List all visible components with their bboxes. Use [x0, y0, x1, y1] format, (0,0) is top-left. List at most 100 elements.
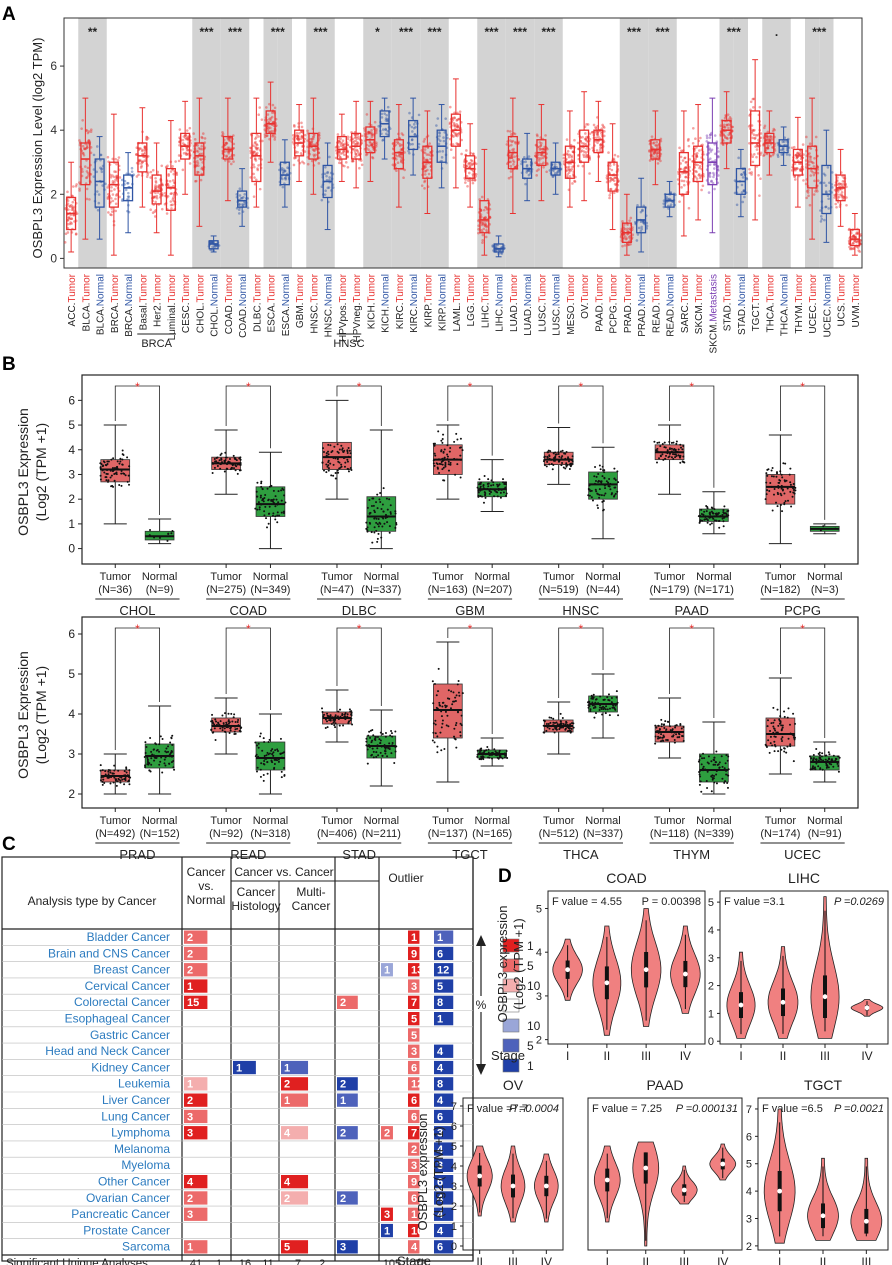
y-tick-label: 0 — [50, 251, 57, 265]
data-point — [377, 754, 380, 757]
data-point — [749, 100, 753, 104]
box — [251, 132, 262, 183]
data-point — [789, 467, 792, 470]
data-point — [568, 167, 571, 171]
x-tick-name: HPVneg. — [352, 303, 363, 343]
data-point — [691, 127, 695, 130]
data-point — [231, 720, 234, 723]
data-point — [488, 756, 491, 759]
shade-band — [406, 18, 421, 268]
data-point — [329, 462, 332, 465]
data-point — [455, 746, 458, 749]
data-point — [456, 683, 459, 686]
data-point — [115, 176, 118, 179]
data-point — [384, 752, 387, 755]
data-point — [309, 137, 312, 141]
data-point — [682, 179, 686, 183]
data-point — [341, 151, 345, 155]
panel-label-d: D — [498, 866, 512, 887]
data-point — [702, 513, 705, 516]
data-point — [239, 469, 242, 472]
data-point — [452, 156, 456, 159]
data-point — [353, 142, 357, 146]
data-point — [699, 136, 702, 140]
shade-band — [391, 18, 406, 268]
data-point — [793, 178, 797, 181]
data-point — [71, 205, 74, 208]
data-point — [66, 190, 69, 194]
x-tick-name: MESO. — [566, 303, 577, 335]
data-point — [146, 137, 150, 140]
data-point — [511, 159, 515, 162]
data-point — [373, 120, 377, 124]
data-point — [323, 713, 326, 716]
data-point — [703, 518, 706, 521]
data-point — [268, 485, 271, 488]
data-point — [456, 710, 459, 713]
data-point — [161, 192, 164, 195]
data-point — [87, 139, 91, 143]
data-point — [126, 195, 130, 198]
data-point — [154, 180, 158, 183]
cancer-name: GBM — [455, 603, 485, 618]
data-point — [459, 476, 462, 479]
data-point — [636, 204, 639, 207]
data-point — [456, 463, 459, 466]
data-point — [103, 781, 106, 784]
data-point — [682, 455, 685, 458]
data-point — [712, 517, 715, 520]
data-point — [708, 136, 712, 139]
data-point — [274, 518, 277, 521]
data-point — [264, 505, 267, 508]
data-point — [342, 143, 345, 147]
data-point — [146, 154, 150, 158]
data-point — [370, 129, 373, 132]
x-tick-label: COAD.Normal — [238, 274, 249, 338]
data-point — [563, 452, 566, 455]
data-point — [537, 159, 541, 162]
data-point — [857, 249, 860, 252]
data-point — [853, 235, 857, 239]
data-point — [381, 139, 384, 142]
data-point — [113, 170, 116, 173]
x-tick-label: Normal — [253, 815, 288, 827]
data-point — [613, 467, 616, 470]
data-point — [444, 710, 447, 713]
data-point — [441, 437, 444, 440]
data-point — [171, 530, 174, 533]
cancer-name: READ — [230, 847, 266, 862]
significance-star: * — [246, 622, 251, 636]
data-point — [379, 500, 382, 503]
data-point — [459, 731, 462, 734]
data-point — [482, 227, 486, 231]
data-point — [340, 463, 343, 466]
data-point — [105, 464, 108, 467]
data-point — [603, 130, 606, 133]
data-point — [375, 517, 378, 520]
data-point — [784, 500, 787, 503]
data-point — [328, 176, 331, 179]
data-point — [155, 194, 159, 198]
data-point — [354, 142, 358, 146]
data-point — [687, 206, 691, 210]
data-point — [432, 462, 435, 465]
data-point — [679, 149, 683, 153]
data-point — [353, 140, 356, 143]
data-point — [775, 501, 778, 504]
data-point — [781, 148, 785, 152]
x-tick-label: Her2.Tumor — [153, 273, 164, 327]
significance-mark: *** — [199, 25, 213, 39]
data-point — [104, 770, 107, 773]
x-tick-name: GBM. — [295, 303, 306, 329]
data-point — [437, 142, 441, 146]
x-tick-label: GBM.Tumor — [295, 273, 306, 328]
data-point — [259, 732, 262, 735]
data-point — [722, 123, 726, 127]
x-tick-suffix: Tumor — [81, 273, 92, 302]
data-point — [321, 707, 324, 710]
data-point — [609, 176, 613, 180]
data-point — [97, 193, 101, 196]
data-point — [525, 163, 529, 167]
data-point — [252, 165, 256, 169]
data-point — [636, 233, 640, 236]
